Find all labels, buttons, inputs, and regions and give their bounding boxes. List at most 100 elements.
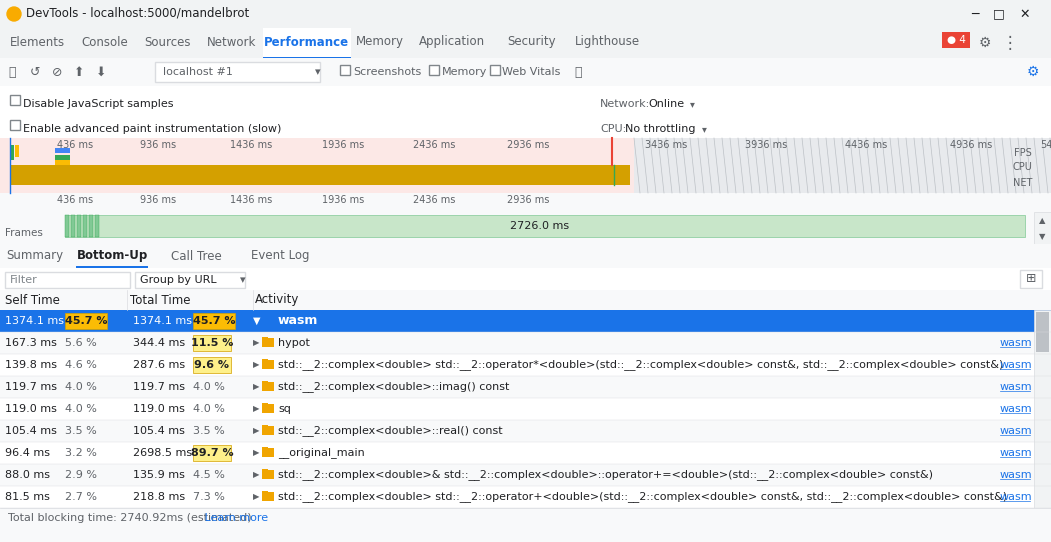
Text: std::__2::complex<double>::imag() const: std::__2::complex<double>::imag() const: [279, 382, 510, 392]
Bar: [11, 220, 15, 226]
Text: Enable advanced paint instrumentation (slow): Enable advanced paint instrumentation (s…: [23, 124, 282, 134]
Text: ▶: ▶: [253, 470, 260, 480]
Text: 119.0 ms: 119.0 ms: [133, 404, 185, 414]
Text: Memory: Memory: [441, 67, 487, 77]
Bar: [0, 112, 1051, 138]
Text: 4.0 %: 4.0 %: [193, 382, 225, 392]
Bar: [0, 398, 1051, 420]
Text: __original_main: __original_main: [279, 448, 365, 459]
Text: 45.7 %: 45.7 %: [192, 316, 235, 326]
Text: ─: ─: [971, 8, 978, 21]
Bar: [193, 445, 231, 461]
Bar: [0, 28, 1051, 58]
Bar: [71, 215, 75, 237]
Bar: [262, 338, 274, 347]
Bar: [0, 138, 634, 193]
Text: std::__2::complex<double>& std::__2::complex<double>::operator+=<double>(std::__: std::__2::complex<double>& std::__2::com…: [279, 469, 933, 480]
Bar: [262, 404, 274, 413]
Bar: [65, 313, 107, 329]
Text: wasm: wasm: [1000, 492, 1033, 502]
Text: ⚙: ⚙: [978, 36, 991, 50]
Bar: [193, 357, 231, 373]
Text: std::__2::complex<double> std::__2::operator+<double>(std::__2::complex<double> : std::__2::complex<double> std::__2::oper…: [279, 492, 1007, 502]
Text: 3.2 %: 3.2 %: [65, 448, 97, 458]
Text: 2436 ms: 2436 ms: [413, 140, 455, 150]
Text: Lighthouse: Lighthouse: [575, 35, 640, 48]
Bar: [262, 492, 274, 501]
Bar: [89, 215, 92, 237]
Text: 139.8 ms: 139.8 ms: [5, 360, 57, 370]
Text: ⊞: ⊞: [1026, 273, 1036, 286]
Text: Screenshots: Screenshots: [353, 67, 421, 77]
Bar: [262, 491, 268, 494]
Text: CPU:: CPU:: [600, 124, 626, 134]
Text: 4936 ms: 4936 ms: [950, 140, 992, 150]
Text: Network: Network: [206, 35, 255, 48]
Text: 3436 ms: 3436 ms: [645, 140, 687, 150]
Text: ⊘: ⊘: [51, 66, 62, 79]
Bar: [0, 442, 1051, 464]
Bar: [0, 268, 1051, 290]
Text: Memory: Memory: [355, 35, 404, 48]
Text: 3.5 %: 3.5 %: [65, 426, 97, 436]
Text: ▶: ▶: [253, 360, 260, 370]
Text: ▶: ▶: [253, 448, 260, 457]
Text: 936 ms: 936 ms: [140, 140, 177, 150]
Bar: [262, 337, 268, 340]
Bar: [193, 313, 235, 329]
Bar: [193, 335, 231, 351]
Text: CPU: CPU: [1012, 162, 1032, 172]
Text: ⋮: ⋮: [1002, 34, 1018, 52]
Text: 436 ms: 436 ms: [57, 140, 94, 150]
Bar: [15, 145, 19, 157]
Text: wasm: wasm: [1000, 382, 1033, 392]
Text: wasm: wasm: [1000, 470, 1033, 480]
Text: ▼: ▼: [1038, 232, 1046, 241]
Bar: [55, 160, 70, 165]
Text: ▾: ▾: [691, 99, 695, 109]
Bar: [1034, 212, 1051, 244]
Text: No throttling: No throttling: [625, 124, 696, 134]
Text: 1936 ms: 1936 ms: [322, 195, 365, 205]
Text: 436 ms: 436 ms: [57, 195, 94, 205]
Bar: [263, 28, 351, 58]
Bar: [154, 62, 320, 82]
Bar: [263, 57, 351, 59]
Bar: [0, 464, 1051, 486]
Bar: [262, 469, 268, 472]
Text: ▲: ▲: [1038, 216, 1046, 225]
Text: 3.5 %: 3.5 %: [193, 426, 225, 436]
Text: Online: Online: [648, 99, 684, 109]
Text: 135.9 ms: 135.9 ms: [133, 470, 185, 480]
Bar: [83, 215, 87, 237]
Text: 1436 ms: 1436 ms: [230, 140, 272, 150]
Bar: [78, 224, 86, 227]
Text: Disable JavaScript samples: Disable JavaScript samples: [23, 99, 173, 109]
Bar: [262, 382, 274, 391]
Text: Network:: Network:: [600, 99, 651, 109]
Text: 105.4 ms: 105.4 ms: [5, 426, 57, 436]
Text: 4.0 %: 4.0 %: [65, 404, 97, 414]
Bar: [262, 359, 268, 362]
Text: wasm: wasm: [1000, 448, 1033, 458]
Bar: [65, 215, 1025, 237]
Text: hypot: hypot: [279, 338, 310, 348]
Text: Frames: Frames: [5, 228, 43, 238]
Bar: [1021, 270, 1042, 288]
Text: 1374.1 ms: 1374.1 ms: [5, 316, 64, 326]
Text: 81.5 ms: 81.5 ms: [5, 492, 49, 502]
Text: ▶: ▶: [253, 427, 260, 436]
Text: ▾: ▾: [240, 275, 246, 285]
Text: ⏺: ⏺: [8, 66, 16, 79]
Bar: [5, 272, 130, 288]
Bar: [262, 360, 274, 369]
Bar: [0, 354, 1051, 376]
Text: Total Time: Total Time: [130, 294, 190, 306]
Bar: [341, 65, 350, 75]
Text: ▾: ▾: [702, 124, 707, 134]
Bar: [0, 420, 1051, 442]
Text: Event Log: Event Log: [250, 249, 309, 262]
Text: ⬇: ⬇: [96, 66, 106, 79]
Bar: [11, 120, 20, 130]
Bar: [262, 381, 268, 384]
